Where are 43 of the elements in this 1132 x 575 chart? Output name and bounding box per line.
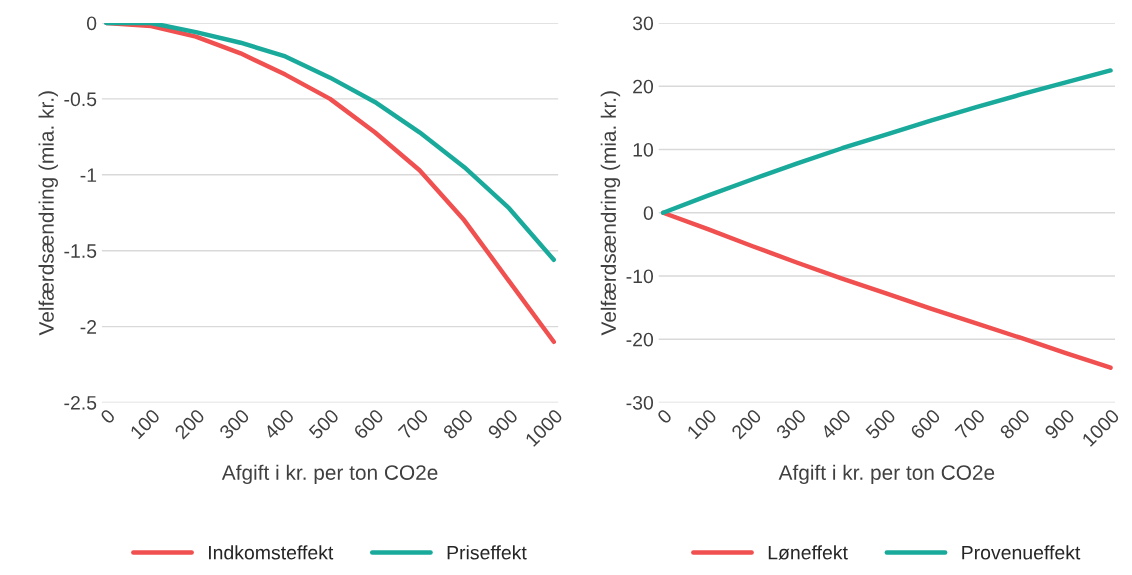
x-tick-label: 200 [173,408,206,440]
x-tick-label: 200 [730,408,763,440]
legend-label: Indkomsteffekt [209,545,334,560]
y-tick-label: -2.5 [64,395,97,410]
x-tick-label: 700 [954,408,986,440]
y-tick-label: 10 [633,142,654,157]
x-tick-label: 400 [819,408,852,441]
x-tick-label: 500 [864,408,897,440]
y-tick-label: -2 [80,320,97,334]
x-tick-label: 100 [686,408,718,440]
x-tick-label: 800 [999,408,1031,440]
y-tick-label: -30 [626,395,654,410]
y-tick-label: 30 [632,16,654,31]
y-tick-label: 0 [86,16,97,31]
y-tick-label: 0 [643,206,654,220]
x-axis-title: Afgift i kr. per ton CO2e [221,464,438,485]
line-series [104,23,556,263]
x-tick-label: 600 [909,408,942,440]
x-tick-label: 800 [442,408,474,440]
x-tick-label: 900 [1043,408,1076,440]
y-tick-label: -10 [626,269,654,284]
y-tick-label: -1 [80,168,97,182]
legend-label: Løneffekt [768,545,848,560]
x-tick-label: 600 [352,408,385,440]
y-axis-title: Velfærdsændring (mia. kr.) [600,91,621,336]
x-tick-label: 500 [308,408,340,440]
line-series [660,68,1113,215]
x-axis-title: Afgift i kr. per ton CO2e [778,464,995,485]
x-tick-label: 900 [487,408,519,440]
y-tick-label: 20 [633,79,654,94]
legend-label: Provenueffekt [962,545,1081,560]
legend-label: Priseffekt [447,545,527,560]
y-axis-title: Velfærdsændring (mia. kr.) [38,91,58,336]
x-tick-label: 100 [129,408,161,440]
x-tick-label: 300 [775,408,807,440]
y-tick-label: -20 [626,332,654,347]
x-tick-label: 0 [99,408,116,425]
x-tick-label: 700 [397,408,430,440]
x-tick-label: 300 [218,408,251,440]
x-tick-label: 400 [263,408,295,441]
y-tick-label: -1.5 [64,244,97,258]
x-tick-label: 0 [656,408,673,425]
y-tick-label: -0.5 [64,92,97,107]
